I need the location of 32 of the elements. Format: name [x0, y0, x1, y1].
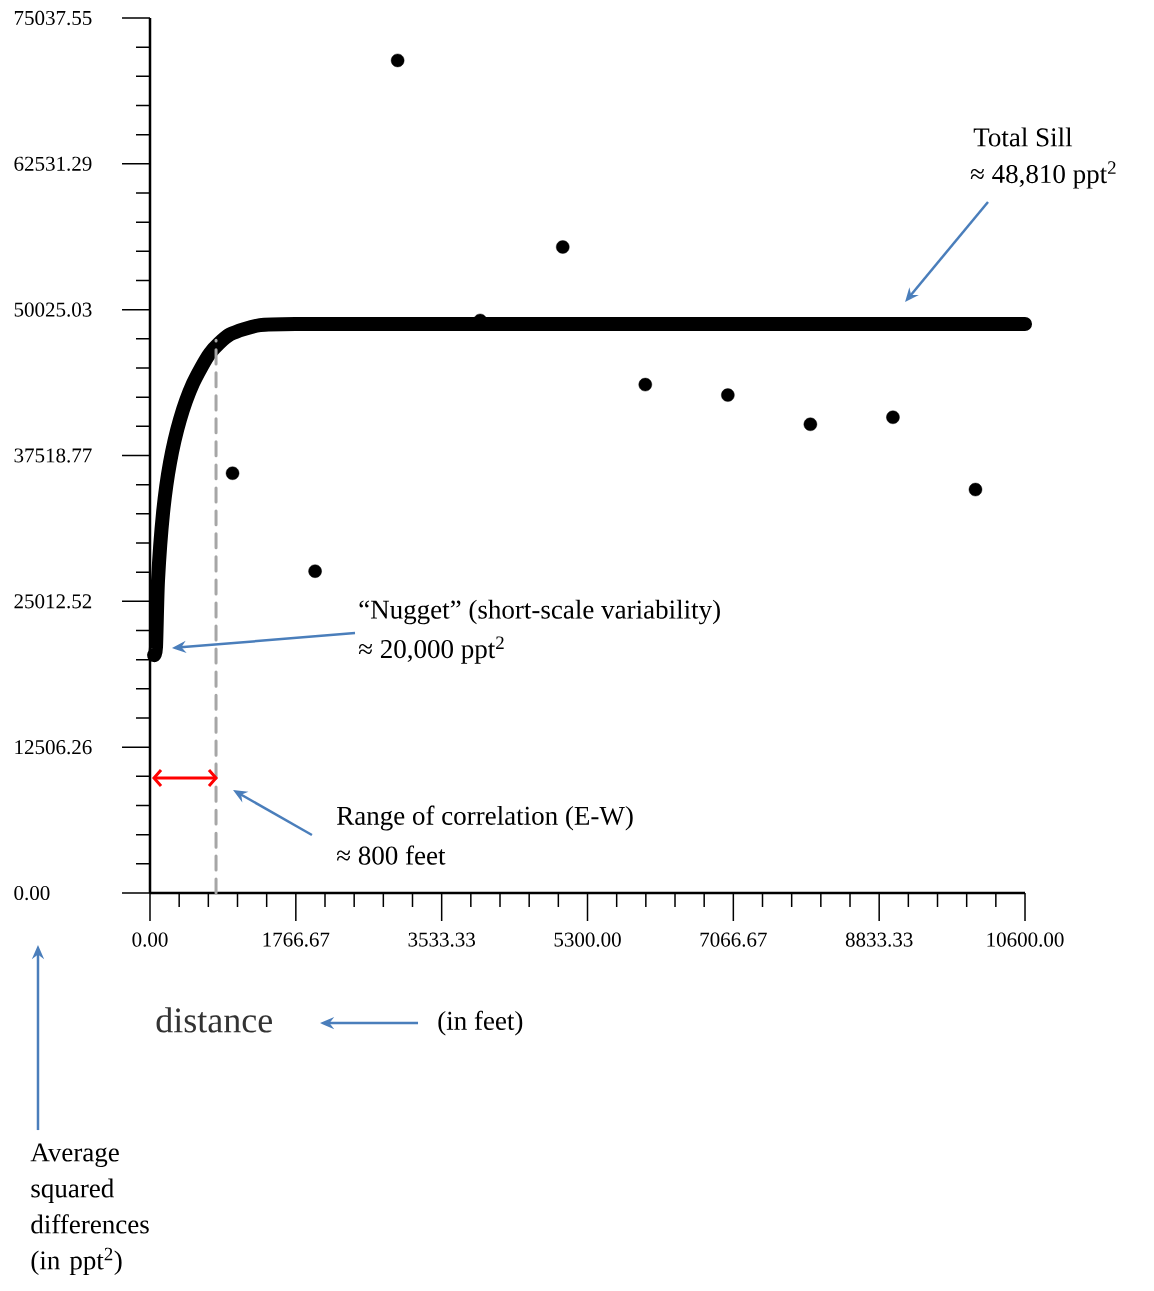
annotation: ≈ 800 feet	[336, 845, 446, 865]
point	[638, 377, 652, 392]
x-tick-label: 5300.00	[554, 932, 621, 947]
x-axis-title: distance	[156, 1007, 272, 1033]
point	[390, 53, 405, 68]
text: (in feet)	[438, 1010, 523, 1036]
y-tick-label: 37518.77	[14, 448, 92, 463]
point	[968, 482, 983, 497]
y-tick-label: 12506.26	[15, 740, 92, 755]
point	[225, 466, 240, 480]
point	[803, 417, 818, 431]
point	[721, 388, 735, 402]
y-tick-label: 25012.52	[14, 594, 92, 609]
x-tick-label: 0.00	[132, 932, 168, 947]
point	[556, 240, 570, 254]
annotation: ≈ 20,000 ppt$^{2}$	[358, 636, 504, 664]
x-tick-label: 3533.33	[408, 932, 475, 947]
y-tick-label: 75037.55	[14, 10, 92, 26]
y-tick-label: 62531.29	[14, 156, 92, 171]
y-tick-label: 50025.03	[14, 302, 92, 317]
point	[886, 410, 900, 424]
x-tick-label: 10600.00	[987, 932, 1064, 947]
annotation: ≈ 48,810 ppt$^{2}$	[970, 161, 1116, 189]
y-tick-label: 0.00	[14, 885, 50, 901]
annotation: “Nugget” (short-scale variability)	[359, 599, 720, 625]
annotation: Total Sill	[973, 127, 1073, 147]
x-tick-label: 7066.67	[700, 932, 767, 947]
text: Average squared differences (in ppt$^{2}$)	[30, 1143, 149, 1276]
annotation: Range of correlation (E-W)	[337, 805, 633, 831]
x-tick-label: 8833.33	[845, 932, 913, 947]
x-tick-label: 1766.67	[263, 932, 330, 947]
point	[308, 564, 322, 578]
